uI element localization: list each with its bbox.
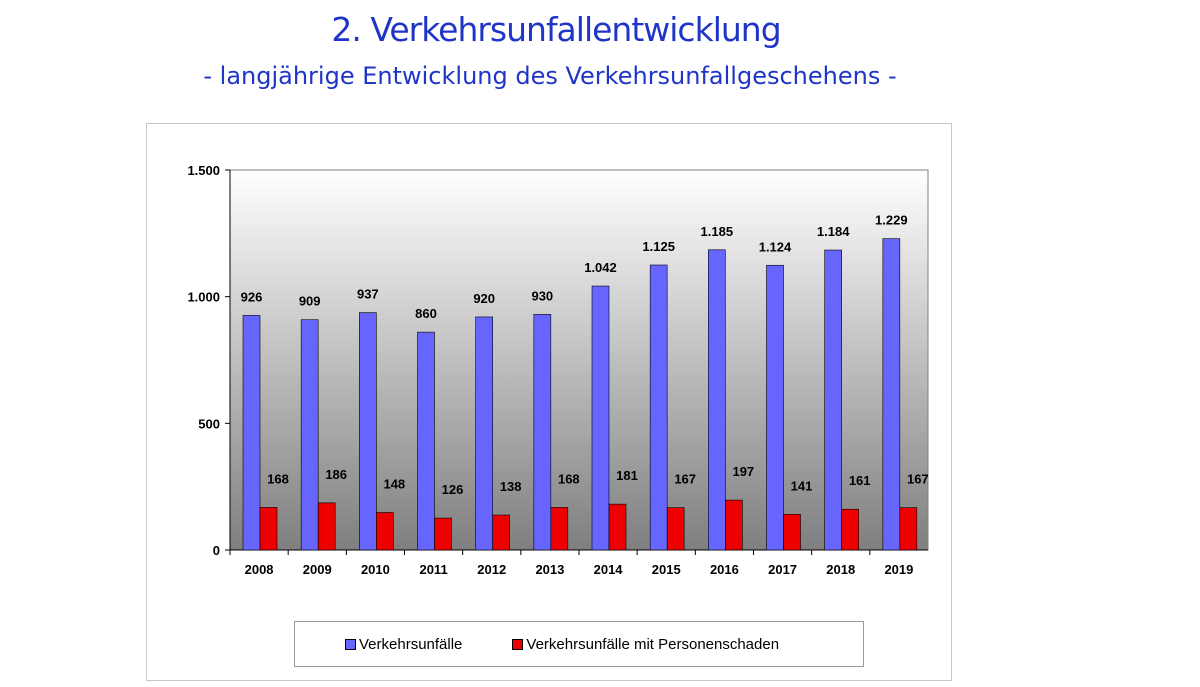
x-tick-label: 2013: [535, 562, 564, 577]
bar-verkehrsunfaelle-2012: [475, 316, 493, 551]
legend-label-series1: Verkehrsunfälle: [359, 635, 463, 653]
data-label-personenschaden-2018: 161: [849, 473, 871, 488]
bar-verkehrsunfaelle-2011: [417, 331, 435, 551]
bar-verkehrsunfaelle-2014: [591, 285, 610, 551]
bar-verkehrsunfaelle-2008: [242, 315, 261, 551]
data-label-verkehrsunfaelle-2012: 920: [473, 291, 495, 306]
data-label-verkehrsunfaelle-2017: 1.124: [759, 239, 792, 254]
bar-personenschaden-2011: [434, 517, 452, 551]
y-tick-label: 500: [198, 416, 220, 431]
data-label-verkehrsunfaelle-2008: 926: [241, 289, 263, 304]
x-tick-label: 2015: [652, 562, 681, 577]
data-label-personenschaden-2011: 126: [442, 482, 464, 497]
x-tick-label: 2014: [594, 562, 624, 577]
page-subtitle: - langjährige Entwicklung des Verkehrsun…: [203, 62, 897, 90]
data-label-verkehrsunfaelle-2016: 1.185: [701, 224, 734, 239]
x-tick-label: 2018: [826, 562, 855, 577]
x-tick-label: 2009: [303, 562, 332, 577]
bar-personenschaden-2015: [666, 507, 685, 551]
data-label-personenschaden-2016: 197: [732, 464, 754, 479]
bar-verkehrsunfaelle-2009: [300, 319, 319, 551]
x-tick-label: 2012: [477, 562, 506, 577]
bar-verkehrsunfaelle-2013: [533, 314, 552, 551]
bar-personenschaden-2019: [899, 507, 918, 551]
bar-verkehrsunfaelle-2010: [359, 312, 377, 551]
legend-swatch-series2: [512, 638, 524, 650]
bar-personenschaden-2018: [841, 508, 859, 551]
bar-verkehrsunfaelle-2017: [766, 264, 784, 551]
x-tick-label: 2011: [419, 562, 447, 577]
x-tick-label: 2008: [245, 562, 274, 577]
data-label-verkehrsunfaelle-2014: 1.042: [584, 260, 617, 275]
legend-swatch-series1: [345, 638, 356, 650]
bar-verkehrsunfaelle-2015: [649, 264, 668, 551]
data-label-personenschaden-2017: 141: [791, 478, 813, 493]
data-label-personenschaden-2013: 168: [558, 471, 580, 486]
data-label-personenschaden-2008: 168: [267, 471, 289, 486]
legend-item-verkehrsunfaelle: Verkehrsunfälle: [345, 636, 462, 653]
page-title: 2. Verkehrsunfallentwicklung: [331, 10, 781, 49]
legend-label-series2: Verkehrsunfälle mit Personenschaden: [526, 635, 780, 653]
data-label-verkehrsunfaelle-2009: 909: [299, 294, 321, 309]
bar-verkehrsunfaelle-2019: [882, 238, 901, 551]
chart-legend: Verkehrsunfälle Verkehrsunfälle mit Pers…: [294, 621, 864, 667]
bar-verkehrsunfaelle-2018: [824, 249, 842, 551]
bar-personenschaden-2016: [725, 499, 743, 551]
data-label-personenschaden-2010: 148: [383, 477, 405, 492]
data-label-personenschaden-2014: 181: [616, 468, 638, 483]
y-tick-label: 0: [213, 543, 220, 558]
bar-verkehrsunfaelle-2016: [708, 249, 726, 551]
data-label-verkehrsunfaelle-2015: 1.125: [642, 239, 675, 254]
x-tick-label: 2016: [710, 562, 739, 577]
plot-area: [229, 169, 929, 551]
data-label-verkehrsunfaelle-2010: 937: [357, 287, 379, 302]
data-label-verkehrsunfaelle-2019: 1.229: [875, 213, 908, 228]
legend-item-personenschaden: Verkehrsunfälle mit Personenschaden: [512, 636, 779, 653]
y-tick-label: 1.500: [187, 163, 220, 178]
bar-personenschaden-2010: [376, 512, 394, 551]
data-label-personenschaden-2015: 167: [674, 472, 696, 487]
y-tick-label: 1.000: [187, 290, 220, 305]
bar-personenschaden-2009: [317, 502, 336, 551]
x-tick-label: 2019: [884, 562, 913, 577]
data-label-verkehrsunfaelle-2018: 1.184: [817, 224, 850, 239]
data-label-personenschaden-2009: 186: [325, 467, 347, 482]
bar-personenschaden-2017: [783, 513, 801, 551]
x-tick-label: 2017: [768, 562, 797, 577]
data-label-personenschaden-2019: 167: [907, 472, 929, 487]
bar-personenschaden-2012: [492, 514, 510, 551]
data-label-verkehrsunfaelle-2013: 930: [531, 288, 553, 303]
bar-personenschaden-2008: [259, 507, 278, 551]
data-label-verkehrsunfaelle-2011: 860: [415, 306, 437, 321]
bar-personenschaden-2014: [608, 503, 627, 551]
bar-personenschaden-2013: [550, 507, 569, 551]
x-tick-label: 2010: [361, 562, 390, 577]
data-label-personenschaden-2012: 138: [500, 479, 522, 494]
